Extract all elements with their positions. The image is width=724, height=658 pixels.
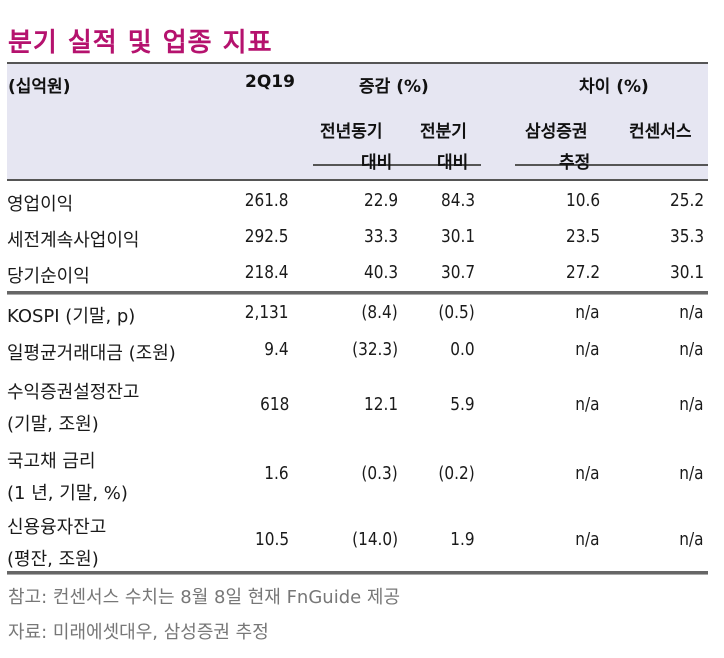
- cell-vs-samsung: n/a: [575, 463, 600, 484]
- cell-vs-consensus: n/a: [679, 339, 704, 360]
- cell-yoy: 22.9: [363, 190, 398, 211]
- cell-vs-consensus: 30.1: [669, 262, 704, 283]
- row-label-sub: (1 년, 기말, %): [7, 483, 128, 504]
- row-label-sub: (기말, 조원): [7, 414, 99, 435]
- row-label: 영업이익: [7, 194, 74, 215]
- cell-vs-samsung: 10.6: [565, 190, 600, 211]
- table-row: 수익증권설정잔고 (기말, 조원) 618 12.1 5.9 n/a n/a: [7, 378, 708, 440]
- table-row: KOSPI (기말, p) 2,131 (8.4) (0.5) n/a n/a: [7, 302, 708, 328]
- cell-qoq: (0.5): [438, 302, 475, 323]
- cell-vs-samsung: n/a: [575, 339, 600, 360]
- row-label: 신용융자잔고: [7, 517, 107, 538]
- table-row: 영업이익 261.8 22.9 84.3 10.6 25.2: [7, 190, 708, 216]
- cell-2q19: 9.4: [264, 339, 289, 360]
- cell-yoy: (14.0): [351, 529, 398, 550]
- group-header-diff: 차이 (%): [579, 77, 649, 97]
- cell-qoq: 0.0: [450, 339, 475, 360]
- cell-2q19: 292.5: [245, 226, 289, 247]
- col-header-samsung-1: 삼성증권: [525, 122, 588, 142]
- row-label-sub: (평잔, 조원): [7, 549, 99, 570]
- cell-qoq: (0.2): [438, 463, 475, 484]
- group-header-change: 증감 (%): [359, 77, 429, 97]
- cell-vs-samsung: 27.2: [565, 262, 600, 283]
- cell-yoy: (32.3): [351, 339, 398, 360]
- col-header-qoq-1: 전분기: [420, 122, 467, 142]
- col-header-consensus: 컨센서스: [629, 122, 692, 142]
- cell-qoq: 1.9: [450, 529, 475, 550]
- row-label: 세전계속사업이익: [7, 230, 140, 251]
- cell-qoq: 5.9: [450, 394, 475, 415]
- footnote-note: 참고: 컨센서스 수치는 8월 8일 현재 FnGuide 제공: [8, 587, 401, 608]
- cell-2q19: 2,131: [245, 302, 289, 323]
- cell-vs-samsung: n/a: [575, 529, 600, 550]
- cell-vs-consensus: n/a: [679, 529, 704, 550]
- cell-yoy: (8.4): [361, 302, 398, 323]
- col-header-yoy-1: 전년동기: [320, 122, 383, 142]
- cell-vs-consensus: n/a: [679, 394, 704, 415]
- cell-vs-consensus: 35.3: [669, 226, 704, 247]
- table-row: 당기순이익 218.4 40.3 30.7 27.2 30.1: [7, 262, 708, 288]
- cell-yoy: 12.1: [363, 394, 398, 415]
- cell-2q19: 10.5: [254, 529, 289, 550]
- row-label: KOSPI (기말, p): [7, 306, 136, 327]
- group-underline-change: [313, 164, 481, 166]
- cell-2q19: 261.8: [245, 190, 289, 211]
- cell-vs-samsung: 23.5: [565, 226, 600, 247]
- cell-vs-samsung: n/a: [575, 394, 600, 415]
- col-header-yoy-2: 대비: [361, 153, 393, 173]
- cell-yoy: 40.3: [363, 262, 398, 283]
- row-label: 국고채 금리: [7, 451, 96, 472]
- cell-vs-samsung: n/a: [575, 302, 600, 323]
- footnote-source: 자료: 미래에셋대우, 삼성증권 추정: [8, 622, 269, 643]
- table-bottom-rule: [7, 571, 708, 575]
- table-header: (십억원) 2Q19 증감 (%) 차이 (%) 전년동기 대비 전분기 대비 …: [7, 62, 708, 181]
- table-title: 분기 실적 및 업종 지표: [8, 28, 273, 58]
- cell-vs-consensus: n/a: [679, 463, 704, 484]
- table-row: 신용융자잔고 (평잔, 조원) 10.5 (14.0) 1.9 n/a n/a: [7, 513, 708, 575]
- unit-label: (십억원): [8, 77, 71, 97]
- cell-2q19: 218.4: [245, 262, 289, 283]
- cell-vs-consensus: n/a: [679, 302, 704, 323]
- row-label: 일평균거래대금 (조원): [7, 343, 176, 364]
- cell-yoy: 33.3: [363, 226, 398, 247]
- cell-2q19: 1.6: [264, 463, 289, 484]
- table-row: 일평균거래대금 (조원) 9.4 (32.3) 0.0 n/a n/a: [7, 339, 708, 365]
- col-header-qoq-2: 대비: [437, 153, 469, 173]
- col-header-samsung-2: 추정: [559, 153, 591, 173]
- cell-qoq: 84.3: [440, 190, 475, 211]
- cell-qoq: 30.1: [440, 226, 475, 247]
- cell-qoq: 30.7: [440, 262, 475, 283]
- row-label: 당기순이익: [7, 266, 90, 287]
- table-row: 국고채 금리 (1 년, 기말, %) 1.6 (0.3) (0.2) n/a …: [7, 447, 708, 509]
- cell-yoy: (0.3): [361, 463, 398, 484]
- cell-2q19: 618: [259, 394, 289, 415]
- section-divider: [7, 291, 708, 295]
- col-header-2q19: 2Q19: [245, 72, 295, 92]
- row-label: 수익증권설정잔고: [7, 382, 140, 403]
- group-underline-diff: [515, 164, 708, 166]
- cell-vs-consensus: 25.2: [669, 190, 704, 211]
- table-row: 세전계속사업이익 292.5 33.3 30.1 23.5 35.3: [7, 226, 708, 252]
